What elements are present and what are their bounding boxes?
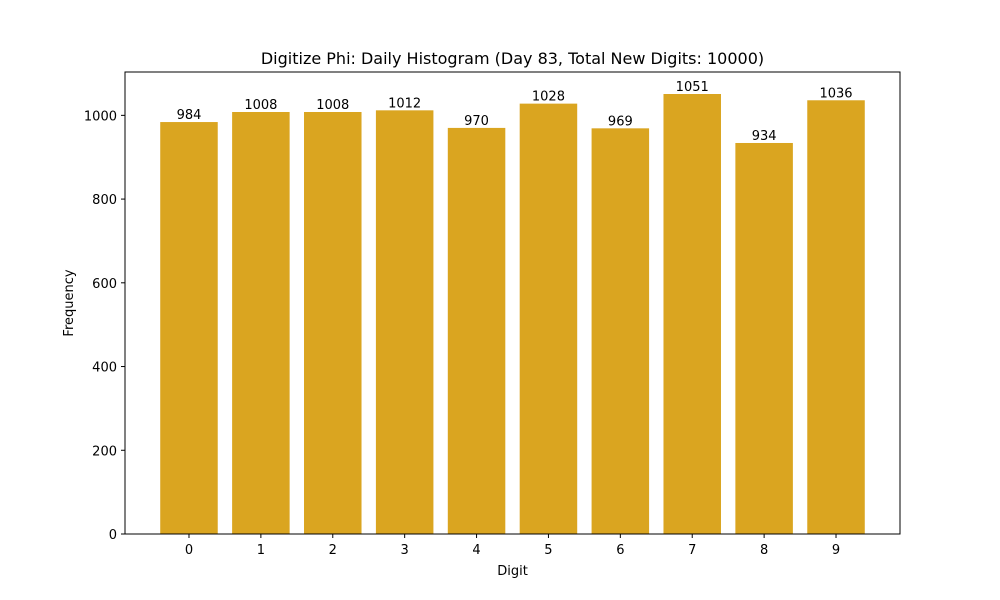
x-axis-label: Digit [497, 564, 528, 579]
bar-digit-6 [591, 128, 650, 534]
bars-group [160, 94, 865, 535]
x-tick-label: 8 [760, 543, 768, 558]
bar-digit-4 [447, 127, 506, 535]
bar-digit-0 [160, 122, 218, 535]
y-tick-label: 400 [92, 361, 117, 376]
bar-value-label: 984 [177, 108, 202, 123]
plot-area-frame [124, 71, 901, 535]
bar-digit-3 [375, 110, 434, 535]
bar-value-labels: 984 1008 1008 1012 970 1028 969 1051 934 1036 [177, 80, 853, 144]
x-axis-ticks: 0 1 2 3 4 5 6 7 8 9 [185, 534, 840, 558]
x-tick-label: 6 [616, 543, 624, 558]
bar-digit-5 [519, 103, 578, 535]
y-tick-label: 1000 [84, 109, 117, 124]
bar-value-label: 1008 [316, 98, 349, 113]
x-tick-label: 4 [472, 543, 480, 558]
bar-value-label: 934 [752, 129, 777, 144]
y-axis-ticks: 0 200 400 600 800 1000 [84, 109, 125, 543]
bar-value-label: 1051 [676, 80, 709, 95]
x-tick-label: 0 [185, 543, 193, 558]
chart-title: Digitize Phi: Daily Histogram (Day 83, T… [261, 49, 764, 68]
y-tick-label: 600 [92, 277, 117, 292]
x-tick-label: 9 [832, 543, 840, 558]
bar-digit-8 [735, 142, 793, 534]
x-tick-label: 5 [544, 543, 552, 558]
bar-digit-1 [232, 112, 290, 535]
x-tick-label: 3 [401, 543, 409, 558]
bar-value-label: 970 [464, 114, 489, 129]
bar-value-label: 1008 [244, 98, 277, 113]
bar-digit-9 [807, 100, 865, 535]
bar-value-label: 1028 [532, 90, 565, 105]
y-tick-label: 800 [92, 193, 117, 208]
bar-value-label: 1036 [819, 86, 852, 101]
x-tick-label: 2 [329, 543, 337, 558]
y-tick-label: 0 [109, 528, 117, 543]
bar-digit-2 [304, 112, 362, 535]
y-tick-label: 200 [92, 444, 117, 459]
y-axis-label: Frequency [62, 269, 77, 336]
x-tick-label: 7 [688, 543, 696, 558]
bar-value-label: 1012 [388, 96, 421, 111]
x-tick-label: 1 [257, 543, 265, 558]
bar-value-label: 969 [608, 114, 633, 129]
bar-digit-7 [663, 94, 721, 534]
